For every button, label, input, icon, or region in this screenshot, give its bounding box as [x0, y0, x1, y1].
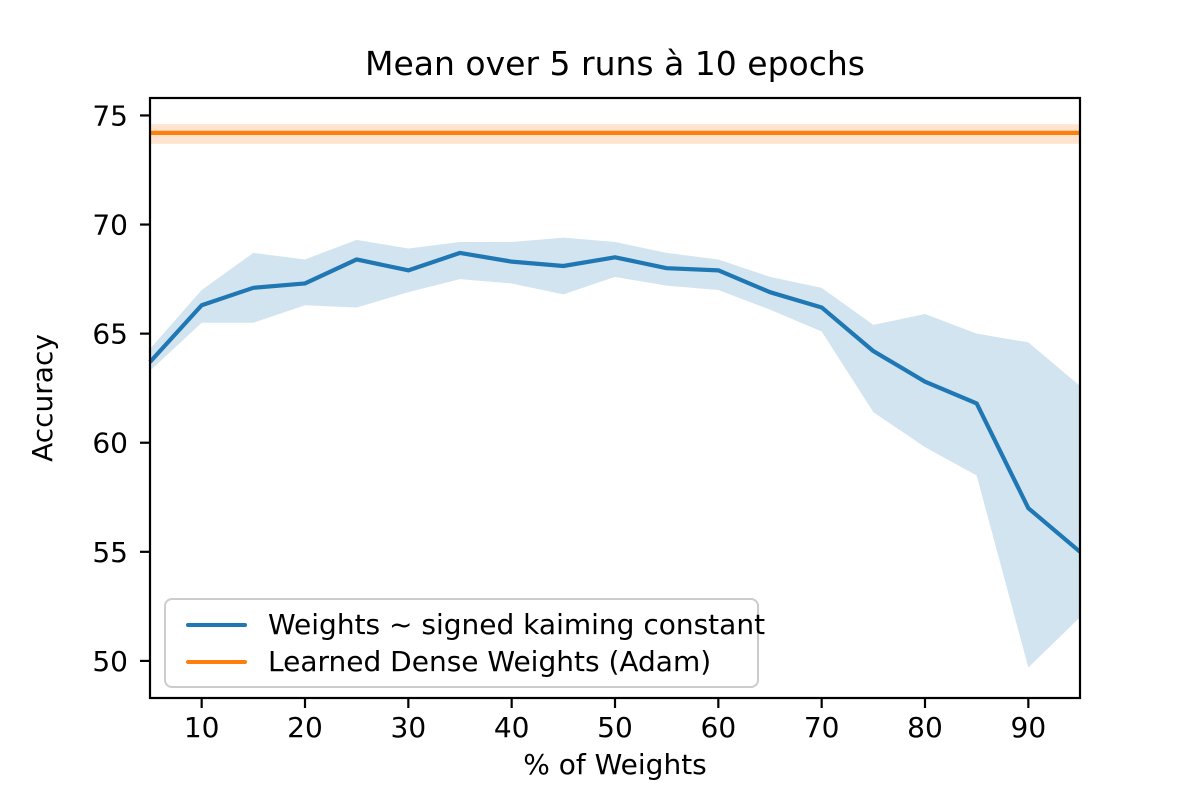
y-tick-label: 55: [92, 536, 128, 569]
legend-line-sample-orange: [186, 659, 247, 664]
y-tick-label: 70: [92, 209, 128, 242]
x-tick-label: 60: [701, 711, 737, 744]
y-tick-label: 60: [92, 427, 128, 460]
legend-line-sample-blue: [186, 622, 247, 627]
chart-title: Mean over 5 runs à 10 epochs: [365, 44, 865, 83]
legend: Weights ~ signed kaiming constant Learne…: [164, 598, 765, 688]
x-axis-label: % of Weights: [523, 748, 707, 781]
x-tick-label: 30: [391, 711, 427, 744]
legend-label: Weights ~ signed kaiming constant: [268, 608, 766, 641]
legend-label: Learned Dense Weights (Adam): [268, 645, 712, 678]
y-tick-label: 75: [92, 99, 128, 132]
x-tick-label: 20: [287, 711, 323, 744]
y-tick-label: 65: [92, 318, 128, 351]
x-tick-label: 10: [184, 711, 220, 744]
x-tick-label: 40: [494, 711, 530, 744]
x-tick-label: 90: [1011, 711, 1047, 744]
confidence-band-series-0: [150, 237, 1080, 668]
y-axis-label: Accuracy: [26, 334, 59, 462]
x-tick-label: 50: [597, 711, 633, 744]
legend-entry-kaiming: Weights ~ signed kaiming constant: [176, 608, 765, 641]
x-tick-label: 70: [804, 711, 840, 744]
series-line-0: [148, 250, 1082, 554]
y-tick-label: 50: [92, 645, 128, 678]
legend-entry-dense: Learned Dense Weights (Adam): [176, 645, 747, 678]
x-tick-label: 80: [907, 711, 943, 744]
